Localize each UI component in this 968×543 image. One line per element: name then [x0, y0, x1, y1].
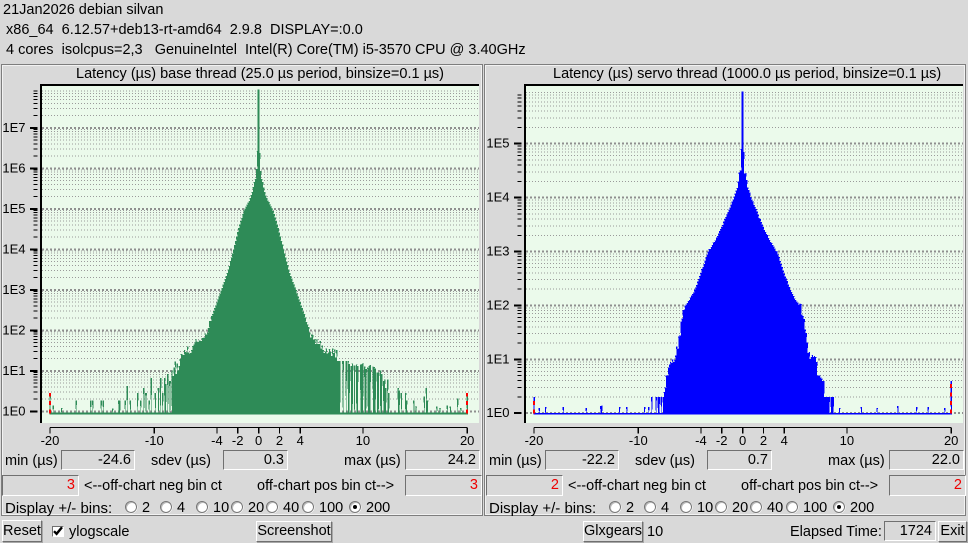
- svg-text:-4: -4: [211, 433, 223, 448]
- svg-text:-10: -10: [629, 433, 648, 448]
- svg-text:10: 10: [356, 433, 370, 448]
- svg-text:4: 4: [297, 433, 304, 448]
- svg-text:1E2: 1E2: [2, 322, 25, 337]
- svg-text:2: 2: [276, 433, 283, 448]
- svg-text:-20: -20: [525, 433, 544, 448]
- svg-text:-4: -4: [695, 433, 707, 448]
- svg-text:1E0: 1E0: [2, 403, 25, 418]
- svg-text:1E3: 1E3: [486, 244, 509, 259]
- svg-text:-20: -20: [41, 433, 60, 448]
- svg-text:1E1: 1E1: [486, 351, 509, 366]
- svg-text:1E1: 1E1: [2, 363, 25, 378]
- svg-text:20: 20: [944, 433, 958, 448]
- svg-text:20: 20: [460, 433, 474, 448]
- svg-text:0: 0: [255, 433, 262, 448]
- svg-text:1E2: 1E2: [486, 297, 509, 312]
- svg-text:1E0: 1E0: [486, 405, 509, 420]
- svg-text:1E7: 1E7: [2, 120, 25, 135]
- svg-text:-2: -2: [716, 433, 728, 448]
- svg-text:2: 2: [760, 433, 767, 448]
- svg-text:-10: -10: [145, 433, 164, 448]
- svg-text:1E6: 1E6: [2, 160, 25, 175]
- svg-text:0: 0: [739, 433, 746, 448]
- svg-text:10: 10: [840, 433, 854, 448]
- svg-text:1E4: 1E4: [2, 241, 25, 256]
- svg-text:4: 4: [781, 433, 788, 448]
- svg-text:1E5: 1E5: [486, 136, 509, 151]
- svg-text:1E4: 1E4: [486, 190, 509, 205]
- svg-text:1E5: 1E5: [2, 201, 25, 216]
- svg-text:-2: -2: [232, 433, 244, 448]
- svg-text:1E3: 1E3: [2, 282, 25, 297]
